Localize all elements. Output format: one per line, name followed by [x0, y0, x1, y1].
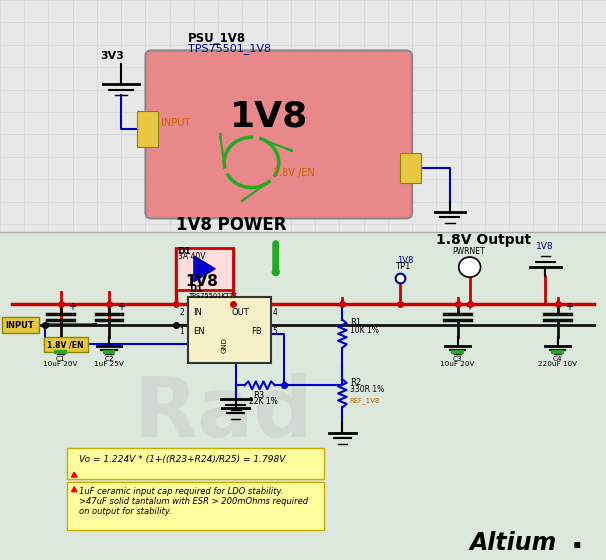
Bar [188, 297, 271, 363]
Text: PWRNET: PWRNET [453, 248, 485, 256]
Text: +: + [117, 302, 125, 312]
Text: +: + [465, 302, 473, 312]
FancyBboxPatch shape [67, 448, 324, 479]
Text: 1V8 POWER: 1V8 POWER [176, 216, 286, 234]
Text: U1: U1 [189, 286, 202, 295]
FancyBboxPatch shape [2, 317, 39, 333]
Text: 22K 1%: 22K 1% [248, 396, 278, 406]
Text: >47uF solid tantalum with ESR > 200mOhms required: >47uF solid tantalum with ESR > 200mOhms… [79, 497, 308, 506]
Text: TPS75501KTTT: TPS75501KTTT [189, 293, 238, 299]
Text: 10uF 20V: 10uF 20V [441, 361, 474, 367]
Bar [176, 248, 233, 290]
Text: .: . [571, 522, 584, 554]
Text: OUT: OUT [231, 308, 249, 317]
Text: D1: D1 [178, 247, 191, 256]
Text: 3V3: 3V3 [100, 51, 124, 61]
Text: 330R 1%: 330R 1% [350, 385, 384, 394]
Text: FB: FB [251, 327, 262, 336]
Text: R3: R3 [253, 391, 265, 400]
Text: 10K 1%: 10K 1% [350, 326, 379, 335]
Text: R1: R1 [350, 318, 361, 328]
Text: +: + [68, 302, 76, 312]
Text: 1uF 25V: 1uF 25V [94, 361, 124, 367]
Text: Rad: Rad [133, 373, 313, 454]
Text: TP1: TP1 [395, 262, 410, 271]
FancyBboxPatch shape [400, 153, 421, 183]
Polygon shape [194, 256, 215, 282]
Text: TPS75501_1V8: TPS75501_1V8 [188, 44, 271, 54]
Text: 1V8: 1V8 [230, 99, 308, 133]
Text: 1uF ceramic input cap required for LDO stability.: 1uF ceramic input cap required for LDO s… [79, 487, 283, 496]
Text: Altium: Altium [470, 531, 557, 555]
Text: 3A 40V: 3A 40V [178, 253, 205, 262]
Text: 1.8V /EN: 1.8V /EN [47, 340, 84, 350]
Polygon shape [72, 472, 77, 477]
Text: EN: EN [193, 327, 204, 336]
FancyBboxPatch shape [137, 111, 158, 147]
Text: 10uF 20V: 10uF 20V [44, 361, 78, 367]
Text: GND: GND [221, 337, 227, 353]
Text: 1: 1 [179, 327, 184, 336]
Text: IN: IN [193, 308, 202, 317]
Circle shape [459, 257, 481, 277]
Text: 4: 4 [273, 308, 278, 317]
Text: 1V8: 1V8 [536, 242, 553, 251]
Text: +: + [565, 302, 573, 312]
Text: R2: R2 [350, 378, 361, 387]
Text: PSU_1V8: PSU_1V8 [188, 32, 246, 45]
Text: 1.8V /EN: 1.8V /EN [273, 169, 315, 179]
Text: 1V8: 1V8 [397, 256, 413, 265]
Text: REF_1V8: REF_1V8 [350, 397, 380, 404]
Text: C4: C4 [553, 356, 562, 362]
Text: 5: 5 [273, 327, 278, 336]
FancyBboxPatch shape [67, 482, 324, 530]
FancyBboxPatch shape [44, 337, 88, 352]
Text: 1.8V Output: 1.8V Output [436, 232, 531, 246]
Text: INPUT: INPUT [161, 118, 190, 128]
Polygon shape [72, 487, 77, 492]
Text: on output for stability.: on output for stability. [79, 507, 171, 516]
Text: INPUT: INPUT [5, 321, 34, 330]
Text: C1: C1 [56, 356, 65, 362]
Text: 1V8: 1V8 [185, 274, 218, 288]
Text: C3: C3 [453, 356, 462, 362]
Bar [0, 232, 606, 560]
Text: C2: C2 [104, 356, 114, 362]
Text: Vo = 1.224V * (1+((R23+R24)/R25) = 1.798V: Vo = 1.224V * (1+((R23+R24)/R25) = 1.798… [79, 455, 285, 464]
FancyBboxPatch shape [145, 50, 412, 218]
Text: 220uF 10V: 220uF 10V [538, 361, 577, 367]
Text: 2: 2 [179, 308, 184, 317]
